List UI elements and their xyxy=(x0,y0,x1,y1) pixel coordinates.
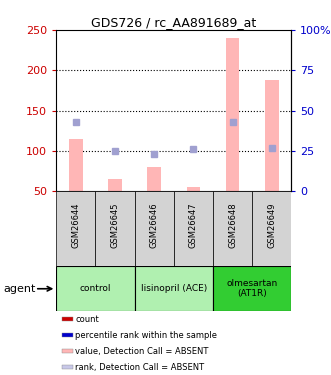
Text: lisinopril (ACE): lisinopril (ACE) xyxy=(141,284,207,293)
Bar xyxy=(213,191,252,266)
Text: olmesartan
(AT1R): olmesartan (AT1R) xyxy=(226,279,278,298)
Text: control: control xyxy=(80,284,111,293)
Bar xyxy=(252,191,291,266)
Bar xyxy=(62,317,73,321)
Text: GSM26649: GSM26649 xyxy=(267,202,276,248)
Bar xyxy=(62,333,73,338)
Bar xyxy=(56,191,95,266)
Bar xyxy=(56,266,135,311)
Bar xyxy=(135,266,213,311)
Text: GSM26646: GSM26646 xyxy=(150,202,159,248)
Text: GSM26644: GSM26644 xyxy=(71,202,80,248)
Text: rank, Detection Call = ABSENT: rank, Detection Call = ABSENT xyxy=(75,363,204,372)
Bar xyxy=(265,80,279,191)
Text: GSM26648: GSM26648 xyxy=(228,202,237,248)
Text: value, Detection Call = ABSENT: value, Detection Call = ABSENT xyxy=(75,346,209,355)
Bar xyxy=(62,365,73,369)
Text: count: count xyxy=(75,315,99,324)
Bar xyxy=(174,191,213,266)
Bar xyxy=(213,266,291,311)
Text: agent: agent xyxy=(3,284,36,294)
Bar xyxy=(135,191,174,266)
Bar xyxy=(62,349,73,353)
Bar xyxy=(69,139,83,191)
Bar xyxy=(226,38,239,191)
Text: GSM26647: GSM26647 xyxy=(189,202,198,248)
Title: GDS726 / rc_AA891689_at: GDS726 / rc_AA891689_at xyxy=(91,16,257,29)
Bar xyxy=(95,191,135,266)
Bar xyxy=(186,187,200,191)
Text: GSM26645: GSM26645 xyxy=(111,202,119,248)
Bar xyxy=(147,167,161,191)
Text: percentile rank within the sample: percentile rank within the sample xyxy=(75,331,217,340)
Bar xyxy=(108,179,122,191)
